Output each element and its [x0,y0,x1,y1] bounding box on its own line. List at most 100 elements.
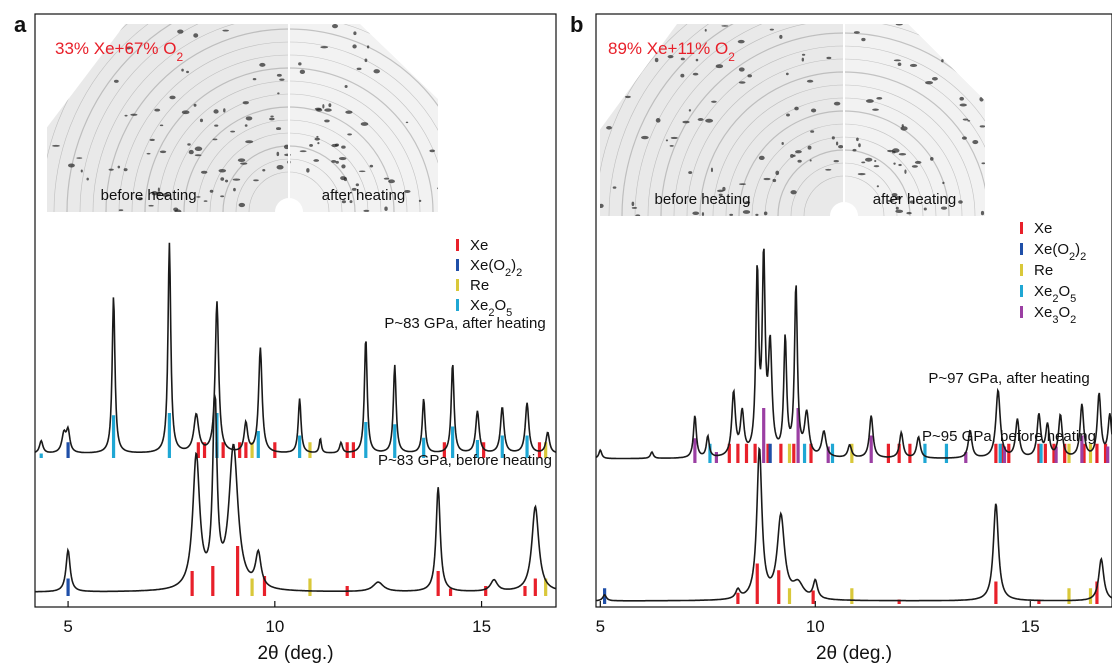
x-tick-label: 5 [596,617,605,636]
reflection-tick-Xe [744,443,749,463]
reflection-tick-Xe2O5 [944,443,949,463]
reflection-tick-Xe [994,443,998,463]
x-tick-label: 10 [806,617,825,636]
reflection-tick-Xe [1082,443,1086,463]
x-axis-label: 2θ (deg.) [257,643,333,664]
reflection-tick-Xe2O5 [298,435,302,458]
reflection-tick-Re [308,578,312,596]
legend-swatch-Xe2O5 [456,299,459,311]
reflection-tick-Re [787,588,792,604]
plot-frame [595,13,1112,608]
reflection-tick-Re [250,578,254,596]
legend-label: Xe(O2)2 [1034,241,1086,263]
diffraction-inset: 89% Xe+11% O2 before heating after heating [600,24,985,216]
reflection-tick-Xe [533,578,537,596]
reflection-tick-Xe [1007,443,1011,463]
reflection-tick-Xe [236,546,240,596]
reflection-tick-Xe2O5 [998,443,1002,463]
series-after-heating: P~97 GPa, after heating [595,248,1112,463]
reflection-tick-Xe3O2 [762,408,766,463]
series-after-heating: P~83 GPa, after heating [34,242,557,458]
reflection-tick-Re [1088,443,1093,463]
reflection-tick-Xe [753,443,757,463]
reflection-tick-Xe [482,442,486,458]
inset-before-heating-label: before heating [655,191,751,208]
series-label: P~95 GPa, before heating [922,428,1096,445]
panel-b: b 89% Xe+11% O2 before heating after heatin… [556,0,1112,669]
reflection-tick-Xe3O2 [964,452,968,463]
reflection-tick-Xe [897,599,901,604]
reflection-tick-Xe [211,566,215,596]
diffraction-profile [34,242,557,454]
reflection-tick-Re [787,443,792,463]
reflection-tick-Xe [238,442,242,458]
legend-label: Xe2O5 [470,297,512,319]
reflection-tick-Xe2O5 [923,443,927,463]
reflection-tick-Xe2O5 [39,453,43,458]
reflection-tick-Xe2O5 [1039,443,1043,463]
reflection-tick-Xe3O2 [796,408,800,463]
legend-label: Re [470,277,489,294]
inset-after-heating-label: after heating [873,191,956,208]
reflection-tick-Re [544,442,548,458]
diffraction-profile [595,248,1112,460]
reflection-tick-Xe [351,442,355,458]
reflection-tick-Xe3O2 [869,435,873,463]
reflection-tick-Xe3O2 [1080,435,1084,463]
reflection-tick-Xe(O2)2 [66,442,70,458]
reflection-tick-Re [850,443,854,463]
x-axis-label: 2θ (deg.) [816,643,892,664]
series-label: P~83 GPa, before heating [378,452,552,469]
reflection-tick-Xe [809,443,813,463]
chart-panel-a-svg: a 33% Xe+67% O2 before heating after heatin… [14,12,557,664]
reflection-tick-Xe [766,443,770,463]
reflection-tick-Xe(O2)2 [768,443,772,463]
reflection-tick-Xe [484,586,488,596]
reflection-tick-Xe [196,442,200,458]
reflection-tick-Xe2O5 [393,424,397,458]
reflection-tick-Xe3O2 [826,446,830,463]
series-label: P~83 GPa, after heating [384,315,545,332]
legend-label: Xe2O5 [1034,283,1076,305]
reflection-tick-Xe(O2)2 [603,588,607,604]
reflection-tick-Xe [908,443,912,463]
legend-swatch-Xe3O2 [1020,306,1023,318]
x-tick-label: 5 [63,617,72,636]
reflection-tick-Xe3O2 [1054,446,1058,463]
reflection-tick-Xe3O2 [714,452,718,463]
reflection-tick-Xe [448,588,453,596]
reflection-tick-Xe [1095,581,1099,604]
reflection-tick-Xe [1063,443,1067,463]
legend-swatch-Re [456,279,459,291]
legend-swatch-Xe2O5 [1020,285,1023,297]
diffraction-profile [35,394,557,593]
reflection-tick-Xe2O5 [500,435,504,458]
chart-panel-b-svg: b 89% Xe+11% O2 before heating after heatin… [570,12,1112,664]
reflection-tick-Xe [727,443,731,463]
reflection-tick-Xe [523,586,527,596]
legend-swatch-Xe(O2)2 [456,259,459,271]
reflection-tick-Xe [886,443,890,463]
reflection-tick-Xe2O5 [830,443,835,463]
reflection-tick-Xe3O2 [1106,446,1110,463]
reflection-tick-Xe [811,590,815,604]
reflection-tick-Re [544,578,548,596]
legend-swatch-Re [1020,264,1023,276]
reflection-tick-Xe2O5 [364,422,368,458]
reflection-tick-Xe [736,592,740,604]
reflection-tick-Xe [755,563,759,604]
x-tick-label: 10 [265,617,284,636]
legend-swatch-Xe(O2)2 [1020,243,1023,255]
inset-before-heating-label: before heating [101,187,197,204]
reflection-tick-Re [850,588,854,604]
legend-swatch-Xe [1020,222,1023,234]
reflection-tick-Xe [244,442,248,458]
legend-swatch-Xe [456,239,459,251]
reflection-tick-Xe3O2 [693,438,697,463]
panel-letter: a [14,12,27,37]
reflection-tick-Xe2O5 [708,443,712,463]
plot-frame [34,13,557,608]
inset-after-heating-label: after heating [322,187,405,204]
reflection-tick-Xe3O2 [1002,446,1007,463]
reflection-tick-Xe [262,576,267,596]
